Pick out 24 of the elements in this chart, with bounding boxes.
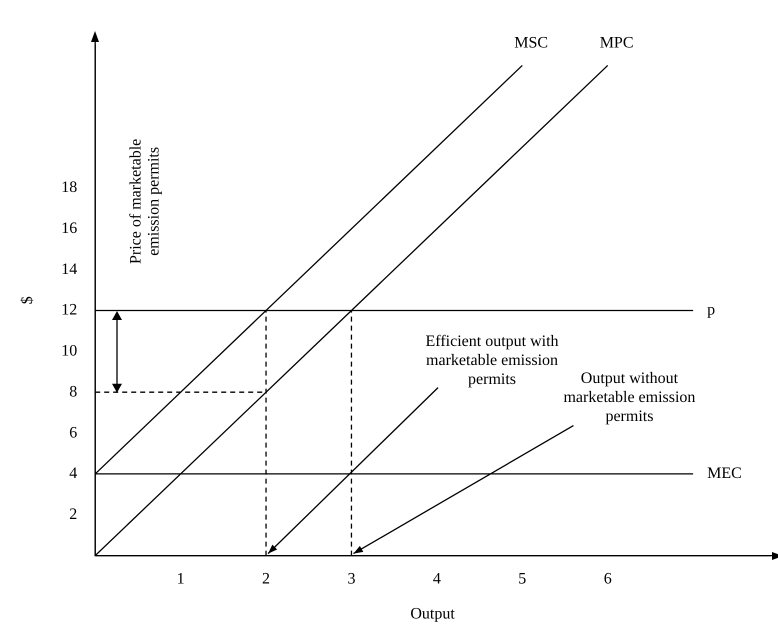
x-tick-label: 5: [518, 570, 526, 588]
series-label: p: [707, 302, 716, 319]
series-label: MPC: [600, 34, 634, 52]
x-tick-label: 6: [604, 570, 612, 588]
x-tick-label: 3: [347, 570, 356, 588]
y-tick-label: 18: [61, 179, 78, 196]
x-tick-label: 1: [176, 570, 185, 588]
y-tick-label: 16: [61, 220, 78, 238]
annotation: Efficient output with marketable emission permits: [426, 332, 559, 388]
y-axis-title: $: [18, 296, 36, 304]
series-label: MEC: [707, 465, 742, 482]
annotation: Price of marketable emission permits: [127, 138, 162, 264]
y-tick-label: 14: [61, 260, 78, 278]
y-tick-label: 2: [69, 506, 78, 523]
y-tick-label: 4: [69, 465, 78, 482]
y-tick-label: 10: [61, 342, 78, 360]
y-tick-label: 6: [69, 424, 78, 442]
annotation: Output without marketable emission permits: [563, 370, 696, 425]
x-tick-label: 4: [432, 570, 441, 588]
x-tick-label: 2: [262, 570, 270, 588]
y-tick-label: 8: [69, 383, 78, 400]
series-label: MSC: [514, 34, 548, 52]
y-tick-label: 12: [61, 302, 78, 319]
x-axis-title: Output: [410, 606, 456, 623]
